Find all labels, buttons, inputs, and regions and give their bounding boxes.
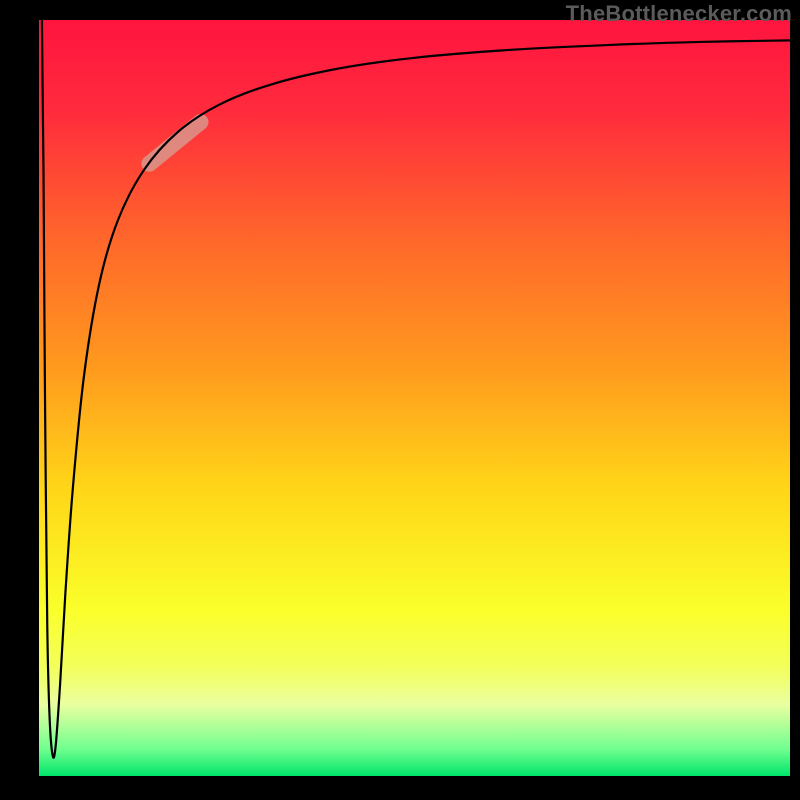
curve-layer xyxy=(39,20,790,776)
plot-area xyxy=(39,20,790,776)
bottleneck-curve xyxy=(42,20,790,758)
chart-frame: TheBottlenecker.com xyxy=(0,0,800,800)
highlight-segment xyxy=(149,122,200,164)
source-caption: TheBottlenecker.com xyxy=(566,1,792,27)
